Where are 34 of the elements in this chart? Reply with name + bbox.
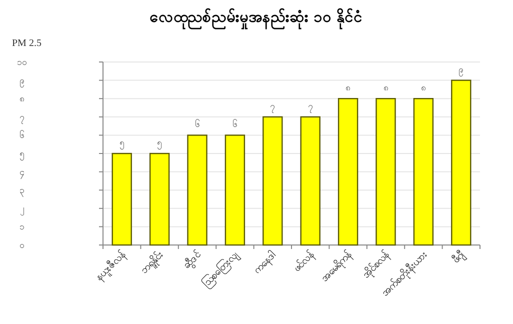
data-label: ၇ bbox=[270, 102, 276, 113]
x-tick-label: ဖီဂျီ bbox=[450, 248, 469, 268]
y-tick-label: ၁၀ bbox=[17, 58, 27, 68]
y-tick-label: ၄ bbox=[20, 168, 24, 179]
data-label: ၉ bbox=[458, 65, 464, 76]
bar bbox=[149, 152, 170, 246]
data-label: ၇ bbox=[308, 102, 313, 113]
data-label: ၆ bbox=[194, 119, 200, 130]
bar bbox=[262, 116, 283, 246]
bar bbox=[300, 116, 320, 246]
data-label: ၆ bbox=[232, 119, 238, 130]
chart-title: လေထုညစ်ညမ်းမှုအနည်းဆုံး ၁၀ နိုင်ငံ bbox=[149, 7, 363, 30]
data-label: ၈ bbox=[346, 84, 351, 94]
y-tick-label: ၃ bbox=[20, 186, 24, 198]
y-tick-label: ၈ bbox=[20, 94, 24, 105]
y-tick-label: ၉ bbox=[20, 76, 24, 88]
data-label: ၅ bbox=[119, 138, 124, 150]
bar bbox=[338, 98, 358, 246]
y-tick-label: ၇ bbox=[20, 112, 24, 124]
bar bbox=[224, 134, 246, 246]
data-label: ၅ bbox=[157, 138, 162, 150]
bar bbox=[376, 98, 396, 246]
data-label: ၈ bbox=[420, 84, 426, 94]
y-axis-title: PM 2.5 bbox=[12, 38, 42, 49]
data-label: ၈ bbox=[383, 84, 388, 94]
bar bbox=[413, 98, 434, 246]
bar bbox=[451, 80, 472, 246]
y-tick-label: ၆ bbox=[20, 130, 24, 142]
y-tick-label: ၁ bbox=[20, 222, 24, 233]
bar bbox=[112, 152, 132, 246]
bar bbox=[187, 134, 208, 246]
y-tick-label: ၅ bbox=[20, 150, 24, 160]
y-tick-label: ၀ bbox=[20, 241, 24, 251]
y-tick-label: ၂ bbox=[20, 204, 24, 216]
